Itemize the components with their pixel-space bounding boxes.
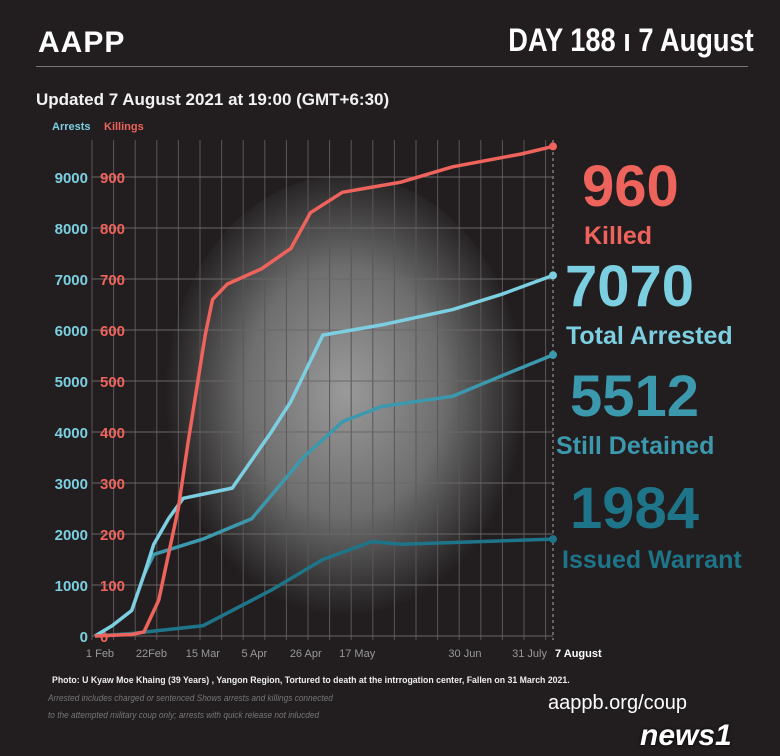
total-arrested-count: 7070 <box>565 254 695 319</box>
footnote-line-1: Arrested includes charged or sentenced S… <box>48 693 333 703</box>
series-end-point <box>549 142 557 151</box>
issued-warrant-label: Issued Warrant <box>562 546 742 574</box>
divider <box>36 66 748 67</box>
y-tick-killings: 400 <box>100 425 125 442</box>
y-tick-arrests: 6000 <box>55 323 88 340</box>
legend-killings: Killings <box>104 121 144 133</box>
y-tick-killings: 700 <box>100 272 125 289</box>
x-tick-label: 26 Apr <box>290 648 322 660</box>
aapp-logo: AAPP <box>38 26 126 59</box>
x-tick-label: 5 Apr <box>241 648 267 660</box>
day-counter: DAY 188 ı 7 August <box>508 22 754 58</box>
x-tick-label: 15 Mar <box>186 648 221 660</box>
y-tick-killings: 200 <box>100 527 125 544</box>
total-arrested-label: Total Arrested <box>566 322 733 350</box>
updated-timestamp: Updated 7 August 2021 at 19:00 (GMT+6:30… <box>36 90 390 109</box>
y-tick-killings: 600 <box>100 323 125 340</box>
series-line-killed <box>94 144 554 638</box>
y-tick-killings: 100 <box>100 578 125 595</box>
x-tick-label: 30 Jun <box>448 648 481 660</box>
portrait-photo <box>165 175 525 625</box>
killed-label: Killed <box>584 222 653 250</box>
source-url: aappb.org/coup <box>548 692 688 714</box>
news1-watermark: news1 <box>640 719 732 752</box>
series-end-point <box>549 271 557 280</box>
legend-arrests: Arrests <box>52 121 91 133</box>
x-tick-label: 17 May <box>339 648 376 660</box>
still-detained-label: Still Detained <box>556 432 715 460</box>
still-detained-count: 5512 <box>570 364 700 429</box>
y-tick-killings: 300 <box>100 476 125 493</box>
series-line-total-arrested <box>94 273 554 638</box>
y-tick-arrests: 1000 <box>55 578 88 595</box>
y-tick-arrests: 5000 <box>55 374 88 391</box>
y-tick-arrests: 2000 <box>55 527 88 544</box>
y-tick-killings: 800 <box>100 221 125 238</box>
y-tick-arrests: 7000 <box>55 272 88 289</box>
y-tick-arrests: 8000 <box>55 221 88 238</box>
series-line-still-detained <box>142 353 554 576</box>
x-tick-label: 22Feb <box>136 648 167 660</box>
series-end-point <box>549 535 557 544</box>
y-tick-arrests: 9000 <box>55 170 88 187</box>
photo-caption: Photo: U Kyaw Moe Khaing (39 Years) , Ya… <box>52 675 570 686</box>
x-tick-label: 31 July <box>512 648 547 660</box>
y-tick-killings: 500 <box>100 374 125 391</box>
footnote-line-2: to the attempted military coup only; arr… <box>48 710 320 720</box>
y-tick-arrests: 3000 <box>55 476 88 493</box>
series-end-point <box>549 350 557 359</box>
y-tick-arrests: 4000 <box>55 425 88 442</box>
x-tick-label: 1 Feb <box>86 648 114 660</box>
y-tick-killings: 0 <box>100 629 108 646</box>
y-tick-killings: 900 <box>100 170 125 187</box>
y-tick-arrests: 0 <box>80 629 88 646</box>
issued-warrant-count: 1984 <box>570 476 700 541</box>
x-tick-label: 7 August <box>555 648 602 660</box>
killed-count: 960 <box>582 154 679 219</box>
